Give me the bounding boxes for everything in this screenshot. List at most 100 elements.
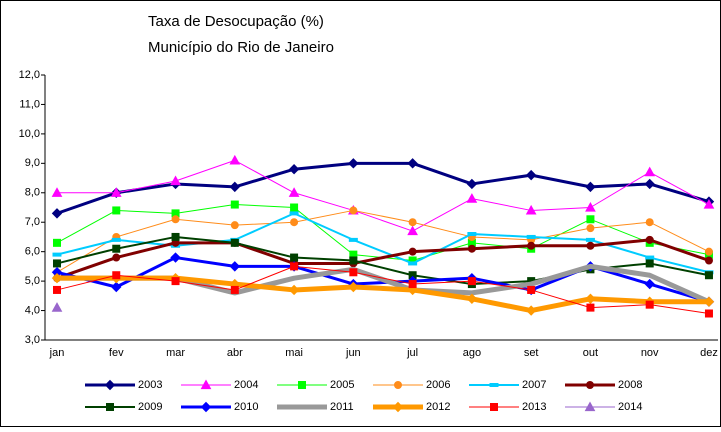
marker [586, 241, 595, 250]
legend-marker [490, 403, 498, 411]
marker [112, 253, 121, 262]
marker [349, 206, 358, 215]
marker [288, 187, 300, 197]
marker [290, 262, 299, 271]
legend-marker [584, 401, 596, 412]
marker [704, 271, 713, 280]
marker [229, 154, 241, 165]
legend-marker [394, 381, 402, 389]
marker [230, 285, 239, 294]
legend-label: 2009 [138, 401, 162, 413]
marker [170, 175, 181, 186]
marker [289, 211, 299, 216]
marker [585, 181, 596, 193]
marker [288, 164, 300, 175]
marker [171, 215, 180, 224]
y-tick-label: 8,0 [25, 187, 40, 199]
y-tick-label: 5,0 [25, 275, 40, 287]
x-tick-label: jun [345, 347, 361, 359]
marker [51, 302, 63, 312]
marker [526, 234, 536, 239]
legend-label: 2012 [426, 401, 450, 413]
marker [110, 187, 122, 197]
y-tick-label: 7,0 [25, 216, 40, 228]
series-line [57, 159, 710, 232]
series-line [56, 238, 710, 280]
marker [230, 238, 239, 247]
marker [586, 303, 595, 312]
marker [586, 224, 595, 233]
marker [703, 296, 715, 307]
marker [348, 237, 358, 242]
marker [466, 178, 478, 190]
y-tick-label: 4,0 [25, 304, 40, 316]
legend-marker [200, 379, 212, 390]
x-tick-label: ago [463, 347, 481, 359]
legend-marker [200, 401, 212, 413]
y-tick-label: 10,0 [19, 128, 40, 140]
marker [229, 181, 241, 193]
marker [112, 206, 121, 215]
marker [585, 201, 596, 212]
marker [230, 221, 239, 230]
marker [585, 293, 596, 304]
marker [645, 300, 654, 309]
marker [644, 278, 655, 290]
legend-label: 2004 [234, 379, 258, 391]
legend-marker [392, 401, 404, 413]
marker [348, 281, 359, 293]
marker [349, 268, 358, 277]
legend-label: 2006 [426, 379, 450, 391]
marker [290, 203, 299, 212]
legend-label: 2005 [330, 379, 354, 391]
legend-label: 2003 [138, 379, 162, 391]
marker [53, 259, 61, 268]
x-tick-label: jul [406, 347, 418, 359]
series-line [56, 161, 710, 215]
marker [51, 208, 63, 219]
x-tick-label: mai [285, 347, 303, 359]
marker [52, 252, 62, 257]
marker [645, 218, 654, 227]
legend-marker [298, 381, 306, 389]
marker [704, 247, 713, 256]
marker [51, 272, 63, 284]
marker [645, 235, 654, 244]
marker [703, 199, 715, 209]
marker [644, 166, 656, 177]
legend-label: 2013 [522, 401, 546, 413]
marker [645, 259, 654, 268]
x-tick-label: mar [166, 347, 185, 359]
marker [230, 200, 239, 209]
marker [111, 281, 122, 293]
legend-label: 2007 [522, 379, 546, 391]
marker [408, 247, 417, 256]
y-tick-label: 11,0 [19, 98, 40, 110]
marker [407, 225, 418, 236]
marker [112, 244, 121, 253]
x-tick-label: dez [700, 347, 718, 359]
legend-marker [586, 381, 594, 389]
marker [112, 271, 121, 280]
legend-label: 2014 [618, 401, 642, 413]
marker [467, 244, 476, 253]
x-tick-label: abr [227, 347, 243, 359]
series-line [56, 265, 710, 314]
marker [466, 193, 478, 203]
marker [290, 253, 299, 262]
marker [171, 277, 180, 286]
marker [408, 280, 417, 289]
marker [349, 256, 358, 265]
chart-subtitle: Município do Rio de Janeiro [148, 39, 334, 56]
marker [467, 232, 477, 236]
marker [467, 277, 476, 286]
marker [645, 255, 655, 260]
marker [170, 252, 181, 263]
marker [704, 309, 713, 318]
legend-marker [489, 383, 499, 387]
marker [525, 169, 537, 181]
legend-label: 2011 [330, 401, 354, 413]
marker [525, 305, 537, 316]
